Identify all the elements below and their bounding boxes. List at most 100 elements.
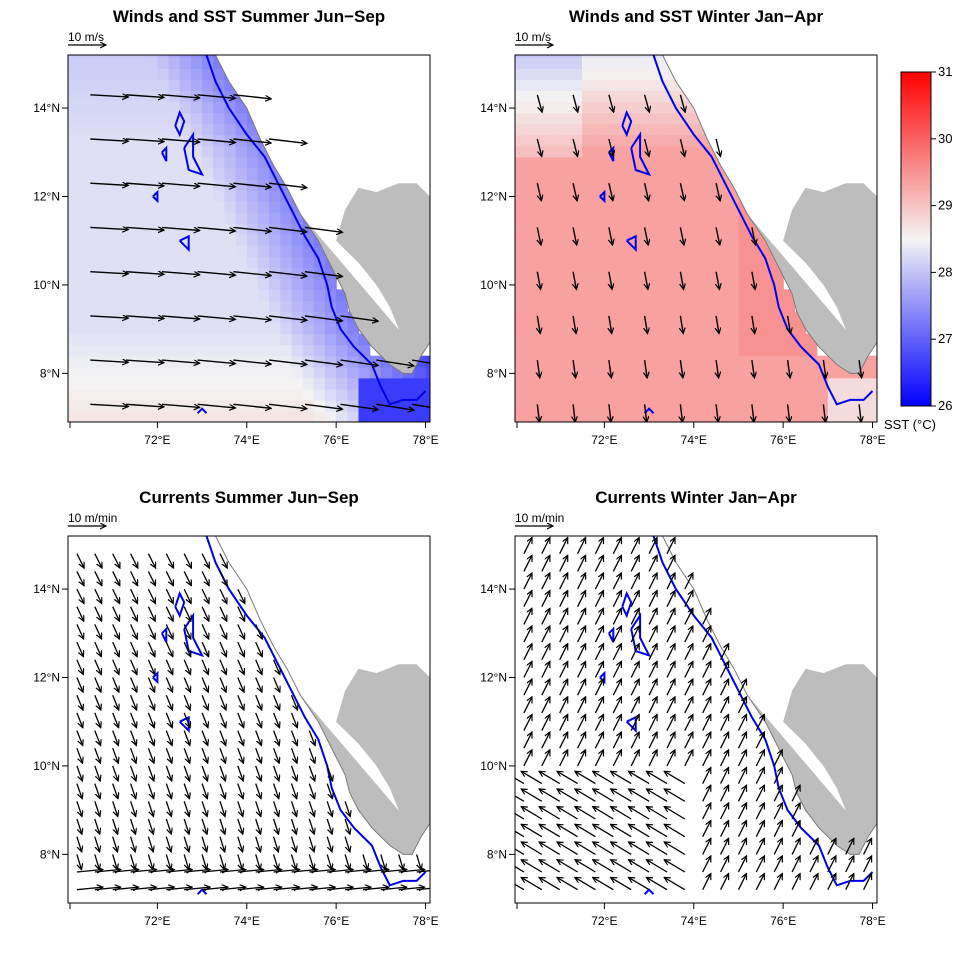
wind-arrow (752, 360, 755, 378)
current-arrow (219, 801, 225, 816)
wind-arrow (537, 227, 541, 245)
current-arrow (308, 783, 314, 799)
current-arrow (557, 877, 578, 891)
colorbar-tick-label: 31 (938, 64, 952, 79)
current-arrow (737, 750, 747, 767)
wind-arrow (90, 227, 128, 229)
current-arrow (646, 877, 668, 891)
current-arrow (593, 807, 614, 820)
land-shading (747, 664, 877, 855)
current-arrow (219, 624, 227, 639)
current-arrow (201, 624, 209, 639)
current-arrow (575, 877, 596, 891)
current-arrow (290, 765, 297, 781)
current-arrow (219, 606, 227, 622)
current-arrow (559, 591, 568, 607)
current-arrow (559, 538, 568, 554)
current-arrow (755, 715, 764, 731)
current-arrow (237, 606, 245, 622)
wind-arrow (197, 403, 236, 408)
current-arrow (183, 641, 191, 657)
current-arrow (147, 624, 155, 639)
current-arrow (255, 836, 261, 852)
current-arrow (541, 573, 550, 590)
x-tick-label: 76°E (323, 433, 349, 447)
current-arrow (737, 697, 747, 714)
current-arrow (112, 694, 119, 710)
island-contour (630, 131, 652, 177)
current-arrow (737, 679, 747, 696)
current-arrow (827, 856, 836, 873)
current-arrow (577, 715, 586, 731)
current-arrow (541, 732, 550, 749)
panel-frame (67, 535, 431, 904)
current-arrow (129, 801, 136, 816)
current-arrow (94, 553, 102, 568)
panel-frame (67, 54, 431, 423)
x-tick-label: 72°E (144, 914, 170, 928)
current-arrow (611, 771, 632, 785)
current-arrow (539, 877, 561, 891)
current-arrow (94, 571, 102, 585)
current-arrow (201, 571, 209, 585)
wind-arrow (537, 404, 539, 422)
current-arrow (720, 732, 729, 749)
wind-arrow (233, 403, 271, 408)
current-arrow (219, 747, 226, 763)
current-arrow (575, 789, 596, 802)
x-tick-label: 78°E (412, 914, 438, 928)
wind-arrow (643, 94, 650, 112)
panel-frame (514, 54, 878, 423)
wind-arrow (788, 315, 791, 334)
y-tick-label: 10°N (480, 759, 507, 773)
current-arrow (539, 824, 561, 838)
wind-arrow (197, 226, 236, 231)
current-arrow (273, 659, 280, 675)
current-arrow (94, 606, 102, 622)
current-arrow (147, 818, 153, 834)
current-arrow (515, 812, 525, 820)
panel-title: Currents Winter Jan−Apr (595, 488, 797, 507)
wind-arrow (788, 404, 790, 422)
current-arrow (94, 836, 100, 852)
current-arrow (326, 783, 332, 799)
current-arrow (539, 789, 561, 802)
current-arrow (559, 679, 568, 696)
current-arrow (165, 818, 171, 834)
current-arrow (594, 626, 603, 643)
current-arrow (684, 750, 693, 767)
wind-arrow (126, 360, 164, 363)
current-arrow (557, 842, 578, 855)
current-arrow (515, 795, 525, 802)
current-arrow (290, 730, 298, 746)
current-arrow (684, 591, 693, 607)
current-arrow (165, 730, 172, 746)
current-arrow (183, 818, 189, 834)
wind-arrow (752, 315, 755, 334)
wind-arrow (752, 271, 755, 290)
current-arrow (148, 887, 174, 890)
current-arrow (76, 694, 83, 710)
wind-arrow (716, 404, 718, 422)
x-tick-label: 78°E (859, 914, 885, 928)
current-arrow (165, 588, 173, 603)
x-tick-label: 72°E (591, 914, 617, 928)
current-arrow (611, 807, 632, 820)
current-arrow (183, 694, 190, 710)
current-arrow (827, 838, 836, 855)
current-arrow (147, 677, 154, 693)
wind-arrow (572, 94, 578, 112)
current-arrow (630, 750, 639, 767)
current-arrow (112, 887, 139, 890)
current-arrow (165, 641, 173, 657)
current-arrow (611, 789, 632, 802)
current-arrow (272, 818, 279, 834)
current-arrow (112, 801, 118, 816)
current-arrow (521, 789, 543, 802)
current-arrow (720, 715, 729, 731)
current-arrow (129, 783, 136, 799)
land-shading (300, 664, 430, 855)
y-tick-label: 12°N (480, 189, 507, 203)
wind-arrow (645, 360, 648, 378)
wind-arrow (609, 271, 612, 290)
